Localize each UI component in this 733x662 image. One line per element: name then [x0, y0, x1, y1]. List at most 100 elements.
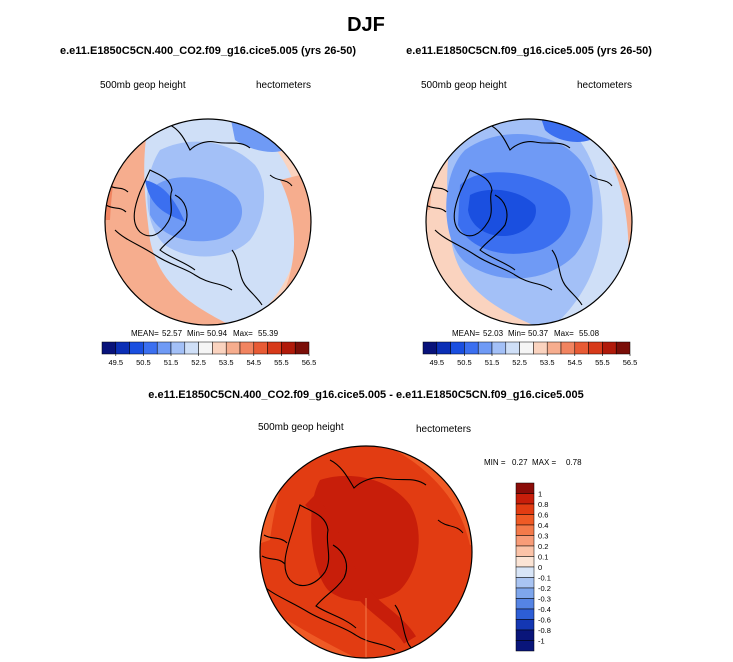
panel-400co2-title: e.e11.E1850C5CN.400_CO2.f09_g16.cice5.00…: [60, 45, 356, 57]
colorbar-swatch: [515, 577, 535, 589]
panel-400co2-min-label: Min=: [187, 329, 205, 338]
colorbar-swatch: [267, 341, 282, 355]
colorbar-swatch: [477, 341, 493, 355]
colorbar-tick-label: 55.5: [274, 358, 289, 367]
colorbar-swatch: [129, 341, 144, 355]
colorbar-swatch: [253, 341, 268, 355]
panel-400co2-max: 55.39: [258, 329, 279, 338]
figure-title: DJF: [347, 14, 385, 36]
colorbar-swatch: [515, 608, 535, 620]
colorbar-tick-label: 0.4: [538, 521, 548, 530]
colorbar-tick-label: 0: [538, 563, 542, 572]
colorbar-swatch: [515, 514, 535, 526]
panel-400co2-min: 50.94: [207, 329, 228, 338]
colorbar-swatch: [225, 341, 241, 355]
panel-difference-max: 0.78: [566, 458, 582, 467]
panel-control: e.e11.E1850C5CN.f09_g16.cice5.005 (yrs 2…: [406, 45, 652, 367]
panel-control-mean: 52.03: [483, 329, 504, 338]
colorbar-swatch: [436, 341, 451, 355]
colorbar-swatch: [143, 341, 158, 355]
colorbar-tick-label: 0.1: [538, 553, 548, 562]
colorbar-tick-label: -0.4: [538, 605, 551, 614]
panel-difference: e.e11.E1850C5CN.400_CO2.f09_g16.cice5.00…: [148, 389, 584, 659]
colorbar-tick-label: 52.5: [512, 358, 527, 367]
panel-400co2-right-label: hectometers: [256, 80, 311, 91]
colorbar-tick-label: 50.5: [136, 358, 151, 367]
svg-text:MIN = 0.27 MAX =: MIN = 0.27 MAX = 0.78: [484, 458, 582, 467]
colorbar-swatch: [515, 524, 535, 536]
colorbar-swatch: [515, 503, 535, 515]
colorbar-swatch: [491, 341, 507, 355]
colorbar-tick-label: -0.6: [538, 616, 551, 625]
panel-difference-map: [260, 446, 472, 658]
panel-difference-min-label: MIN =: [484, 458, 506, 467]
panel-control-min: 50.37: [528, 329, 549, 338]
colorbar-swatch: [101, 341, 117, 355]
colorbar-swatch: [533, 341, 548, 355]
colorbar-swatch: [519, 341, 534, 355]
colorbar-tick-label: 51.5: [485, 358, 500, 367]
colorbar-tick-label: -1: [538, 637, 545, 646]
svg-text:MEAN= 52.57 Min=: MEAN= 52.57 Min= 50.94 Max= 55.39: [131, 329, 279, 338]
colorbar-tick-label: 0.2: [538, 542, 548, 551]
panel-difference-title: e.e11.E1850C5CN.400_CO2.f09_g16.cice5.00…: [148, 389, 583, 401]
colorbar-swatch: [464, 341, 479, 355]
colorbar-swatch: [515, 482, 535, 494]
panel-400co2-mean-label: MEAN=: [131, 329, 159, 338]
panel-difference-min: 0.27: [512, 458, 528, 467]
colorbar-swatch: [515, 587, 535, 599]
colorbar-tick-label: 52.5: [191, 358, 206, 367]
colorbar-swatch: [574, 341, 589, 355]
panel-400co2-left-label: 500mb geop height: [100, 80, 186, 91]
colorbar-swatch: [156, 341, 172, 355]
colorbar-swatch: [615, 341, 631, 355]
panel-control-colorbar: 49.5 50.5 51.5 52.5 53.5 54.5 55.5 56.5: [422, 341, 638, 367]
panel-difference-max-label: MAX =: [532, 458, 557, 467]
colorbar-swatch: [515, 619, 535, 631]
colorbar-swatch: [198, 341, 213, 355]
colorbar-tick-label: 54.5: [246, 358, 261, 367]
colorbar-swatch: [546, 341, 562, 355]
colorbar-swatch: [602, 341, 617, 355]
colorbar-swatch: [515, 535, 535, 547]
colorbar-swatch: [505, 341, 520, 355]
colorbar-tick-label: 49.5: [429, 358, 444, 367]
colorbar-swatch: [281, 341, 296, 355]
colorbar-tick-label: 1: [538, 490, 542, 499]
panel-400co2: e.e11.E1850C5CN.400_CO2.f09_g16.cice5.00…: [60, 45, 356, 367]
colorbar-tick-label: 56.5: [623, 358, 638, 367]
panel-control-mean-label: MEAN=: [452, 329, 480, 338]
panel-control-min-label: Min=: [508, 329, 526, 338]
colorbar-tick-label: 53.5: [219, 358, 234, 367]
colorbar-swatch: [450, 341, 465, 355]
colorbar-tick-label: 51.5: [164, 358, 179, 367]
panel-400co2-colorbar: 49.5 50.5 51.5 52.5 53.5 54.5 55.5 56.5: [101, 341, 317, 367]
colorbar-tick-label: -0.8: [538, 626, 551, 635]
colorbar-tick-label: -0.3: [538, 595, 551, 604]
panel-control-map: [426, 119, 632, 325]
panel-control-max-label: Max=: [554, 329, 574, 338]
colorbar-swatch: [515, 556, 535, 568]
panel-control-left-label: 500mb geop height: [421, 80, 507, 91]
colorbar-swatch: [515, 629, 535, 641]
colorbar-tick-label: 56.5: [302, 358, 317, 367]
colorbar-swatch: [212, 341, 227, 355]
colorbar-swatch: [239, 341, 255, 355]
panel-400co2-map: [105, 119, 311, 325]
colorbar-swatch: [588, 341, 603, 355]
panel-difference-right-label: hectometers: [416, 424, 471, 435]
colorbar-swatch: [170, 341, 186, 355]
panel-control-right-label: hectometers: [577, 80, 632, 91]
colorbar-swatch: [184, 341, 199, 355]
colorbar-tick-label: 50.5: [457, 358, 472, 367]
colorbar-tick-label: 49.5: [108, 358, 123, 367]
colorbar-tick-label: 0.3: [538, 532, 548, 541]
panel-400co2-max-label: Max=: [233, 329, 253, 338]
colorbar-swatch: [115, 341, 130, 355]
panel-difference-left-label: 500mb geop height: [258, 422, 344, 433]
panel-difference-colorbar: 10.8 0.60.4 0.30.2 0.10 -0.1-0.2 -0.3-0.4 -0.6…: [515, 482, 551, 652]
svg-text:MEAN= 52.03 Min=: MEAN= 52.03 Min= 50.37 Max= 55.08: [452, 329, 600, 338]
colorbar-swatch: [515, 493, 535, 505]
colorbar-swatch: [515, 640, 535, 652]
